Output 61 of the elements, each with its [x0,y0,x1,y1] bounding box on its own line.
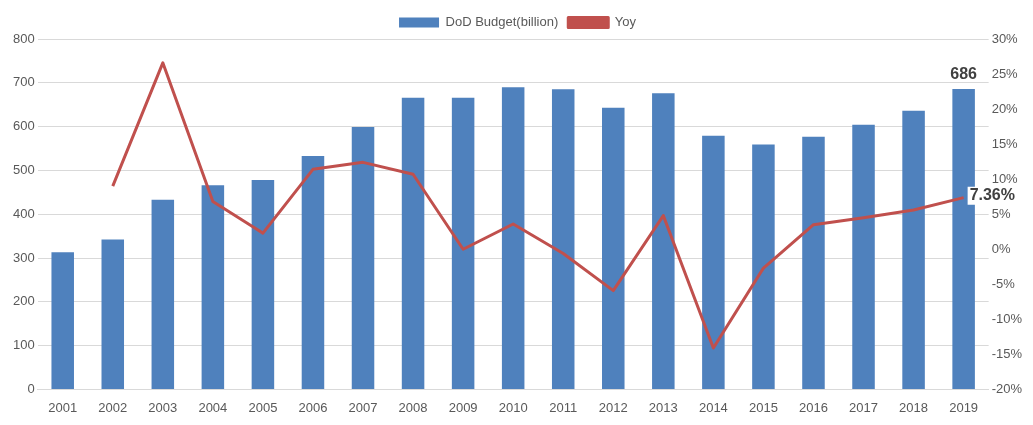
x-tick-label: 2010 [498,399,528,415]
y2-tick-label: -5% [991,275,1016,291]
y2-tick-label: 5% [991,205,1011,221]
bar [401,97,425,389]
bar [551,89,575,389]
bar [201,185,225,389]
y2-tick-label: -20% [991,380,1023,396]
bar [702,135,725,389]
y-tick-label: 300 [12,249,35,265]
legend-label: Yoy [614,14,637,30]
x-tick-label: 2007 [348,399,378,415]
x-tick-label: 2015 [748,399,778,415]
bar [301,155,325,389]
y-tick-label: 500 [12,161,35,177]
x-tick-label: 2004 [198,399,228,415]
bar [652,93,675,389]
bar [451,97,475,389]
x-tick-label: 2006 [298,399,328,415]
bar [51,252,74,389]
x-tick-label: 2008 [398,399,428,415]
x-tick-label: 2019 [949,399,979,415]
y-tick-label: 100 [12,337,35,353]
y2-tick-label: 25% [991,65,1019,81]
bar [101,239,125,389]
bar [752,144,775,389]
y-tick-label: 700 [12,74,35,90]
y-tick-label: 0 [27,380,35,396]
y-tick-label: 600 [12,118,35,134]
y2-tick-label: 0% [991,240,1011,256]
y-tick-label: 200 [12,293,35,309]
y2-tick-label: 20% [991,100,1019,116]
x-tick-label: 2017 [849,399,878,415]
bar [802,136,825,389]
y2-tick-label: 10% [991,170,1019,186]
x-tick-label: 2014 [698,399,728,415]
x-tick-label: 2013 [648,399,678,415]
x-tick-label: 2002 [98,399,128,415]
y2-tick-label: -15% [991,345,1023,361]
legend-label: DoD Budget(billion) [445,14,559,30]
x-tick-label: 2001 [48,399,78,415]
x-tick-label: 2016 [799,399,828,415]
bar [251,180,275,389]
bar [351,127,375,389]
x-tick-label: 2012 [598,399,628,415]
bar [501,87,525,389]
x-tick-label: 2005 [248,399,278,415]
bar [602,107,625,389]
y2-tick-label: 30% [991,30,1019,46]
y2-tick-label: -10% [991,310,1023,326]
x-tick-label: 2011 [549,399,578,415]
data-label: 7.36% [969,186,1015,204]
x-tick-label: 2009 [448,399,478,415]
bar [151,199,175,389]
data-label: 686 [950,65,978,83]
y-tick-label: 400 [12,205,35,221]
x-tick-label: 2003 [148,399,178,415]
bar [852,124,875,389]
bar [902,110,925,389]
y2-tick-label: 15% [991,135,1019,151]
y-tick-label: 800 [12,30,35,46]
x-tick-label: 2018 [899,399,929,415]
